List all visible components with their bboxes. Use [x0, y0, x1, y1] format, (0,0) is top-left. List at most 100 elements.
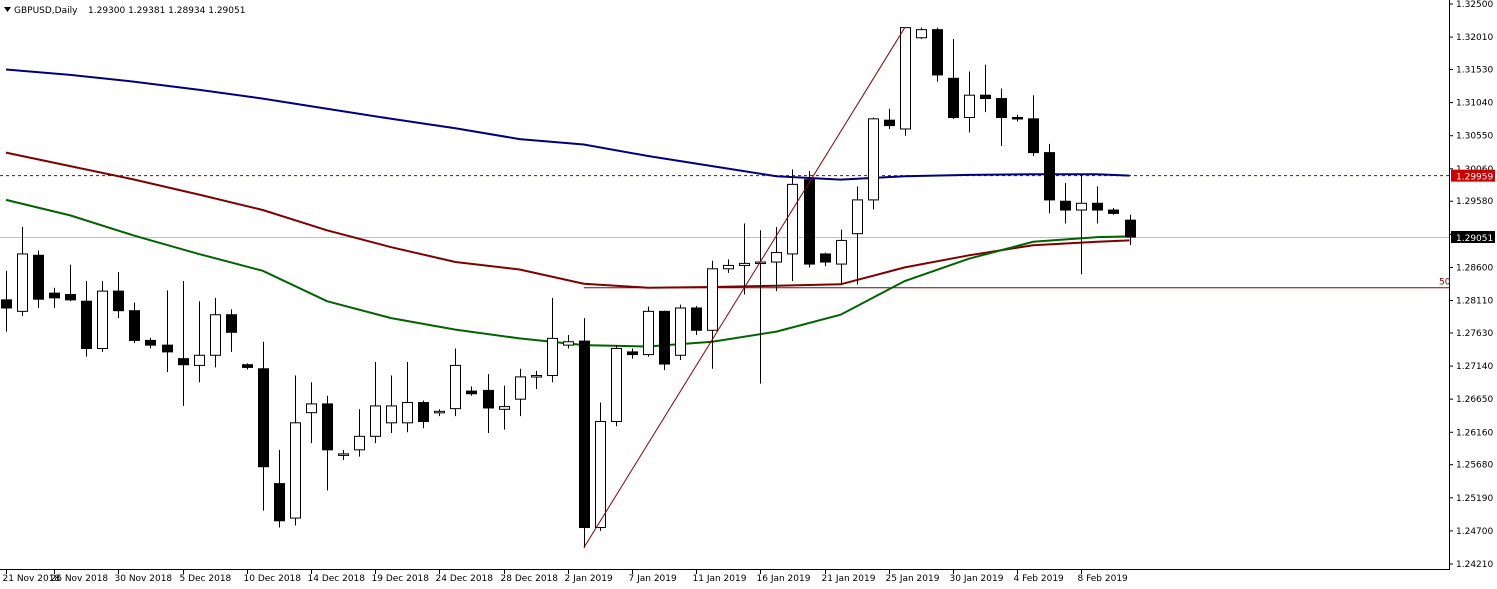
candle[interactable]	[547, 297, 558, 383]
candle[interactable]	[274, 449, 285, 528]
candle[interactable]	[916, 27, 927, 40]
candle[interactable]	[675, 304, 686, 360]
candle-body-bull	[595, 420, 606, 529]
candle[interactable]	[563, 335, 574, 349]
candle[interactable]	[515, 368, 526, 417]
candle[interactable]	[178, 280, 189, 406]
candle[interactable]	[611, 345, 622, 427]
candle[interactable]	[113, 272, 124, 319]
price-tick-label: 1.27140	[1456, 362, 1493, 372]
candle-body-bull	[499, 406, 510, 410]
candle[interactable]	[1028, 95, 1039, 156]
candle[interactable]	[386, 375, 397, 433]
candle[interactable]	[691, 305, 702, 336]
candle-body-bear	[483, 389, 494, 409]
candle-body-bear	[1028, 118, 1039, 154]
candle[interactable]	[306, 382, 317, 444]
candle[interactable]	[884, 108, 895, 129]
candle-body-bull	[450, 364, 461, 410]
candle[interactable]	[210, 297, 221, 368]
candle[interactable]	[980, 64, 991, 113]
candle[interactable]	[418, 400, 429, 429]
current-price-tag: 1.29051	[1456, 234, 1493, 244]
candle[interactable]	[162, 290, 173, 373]
candle[interactable]	[659, 310, 670, 371]
candle[interactable]	[787, 169, 798, 281]
candle[interactable]	[996, 88, 1007, 146]
candle[interactable]	[820, 252, 831, 267]
candle[interactable]	[97, 280, 108, 352]
candle[interactable]	[964, 71, 975, 133]
candle-body-bear	[884, 119, 895, 127]
candle[interactable]	[258, 341, 269, 511]
candle[interactable]	[900, 27, 911, 136]
price-tick-label: 1.28110	[1456, 297, 1493, 307]
candle[interactable]	[1044, 143, 1055, 214]
candle[interactable]	[948, 39, 959, 119]
trendline-group	[583, 27, 906, 549]
candle[interactable]	[129, 302, 140, 344]
candle-body-bull	[723, 264, 734, 270]
candle[interactable]	[1108, 208, 1119, 215]
candle-body-bull	[531, 375, 542, 378]
price-tick-label: 1.25190	[1456, 494, 1493, 504]
candle-body-bull	[386, 405, 397, 424]
candle[interactable]	[771, 226, 782, 292]
candle[interactable]	[1092, 186, 1103, 224]
candle-body-bear	[932, 29, 943, 76]
candle[interactable]	[1125, 214, 1136, 246]
time-tick-label: 7 Jan 2019	[629, 574, 677, 584]
candle[interactable]	[354, 409, 365, 457]
candle[interactable]	[579, 318, 590, 548]
candle[interactable]	[499, 385, 510, 430]
candle[interactable]	[1, 270, 12, 332]
candle[interactable]	[595, 402, 606, 531]
candle-body-bear	[178, 358, 189, 366]
candle[interactable]	[81, 280, 92, 357]
candle[interactable]	[852, 186, 863, 285]
candle[interactable]	[242, 363, 253, 370]
candle[interactable]	[531, 370, 542, 390]
time-tick-label: 8 Feb 2019	[1078, 574, 1129, 584]
candle[interactable]	[402, 362, 413, 433]
candle[interactable]	[466, 386, 477, 396]
candle[interactable]	[868, 117, 879, 210]
candle-body-bear	[145, 339, 156, 346]
candle[interactable]	[1076, 174, 1087, 275]
candle[interactable]	[370, 362, 381, 444]
symbol-timeframe: GBPUSD,Daily	[14, 6, 78, 16]
candle-body-bear	[804, 179, 815, 265]
candle[interactable]	[33, 250, 44, 308]
candle[interactable]	[322, 395, 333, 491]
time-tick-label: 30 Nov 2018	[115, 574, 173, 584]
candle[interactable]	[707, 260, 718, 369]
price-axis	[0, 0, 1450, 570]
candle[interactable]	[627, 348, 638, 359]
candle[interactable]	[17, 226, 28, 317]
candle[interactable]	[836, 229, 847, 285]
candle[interactable]	[49, 287, 60, 308]
candle[interactable]	[434, 409, 445, 417]
candle[interactable]	[804, 170, 815, 268]
candle[interactable]	[723, 259, 734, 273]
triangle-down-icon[interactable]	[4, 7, 11, 12]
candle[interactable]	[194, 301, 205, 383]
candles[interactable]	[1, 27, 1136, 548]
candle[interactable]	[338, 449, 349, 460]
candle[interactable]	[755, 230, 766, 384]
candle[interactable]	[739, 223, 750, 295]
candle[interactable]	[290, 375, 301, 526]
candle[interactable]	[1012, 114, 1023, 122]
candle[interactable]	[483, 374, 494, 433]
candle-body-bear	[162, 344, 173, 353]
candle[interactable]	[226, 309, 237, 352]
price-tick-label: 1.24700	[1456, 527, 1493, 537]
candle[interactable]	[1060, 183, 1071, 224]
candle[interactable]	[643, 306, 654, 357]
candle[interactable]	[450, 348, 461, 417]
candle[interactable]	[932, 27, 943, 82]
candle[interactable]	[65, 264, 76, 302]
candle[interactable]	[145, 337, 156, 349]
time-tick-label: 26 Nov 2018	[51, 574, 109, 584]
